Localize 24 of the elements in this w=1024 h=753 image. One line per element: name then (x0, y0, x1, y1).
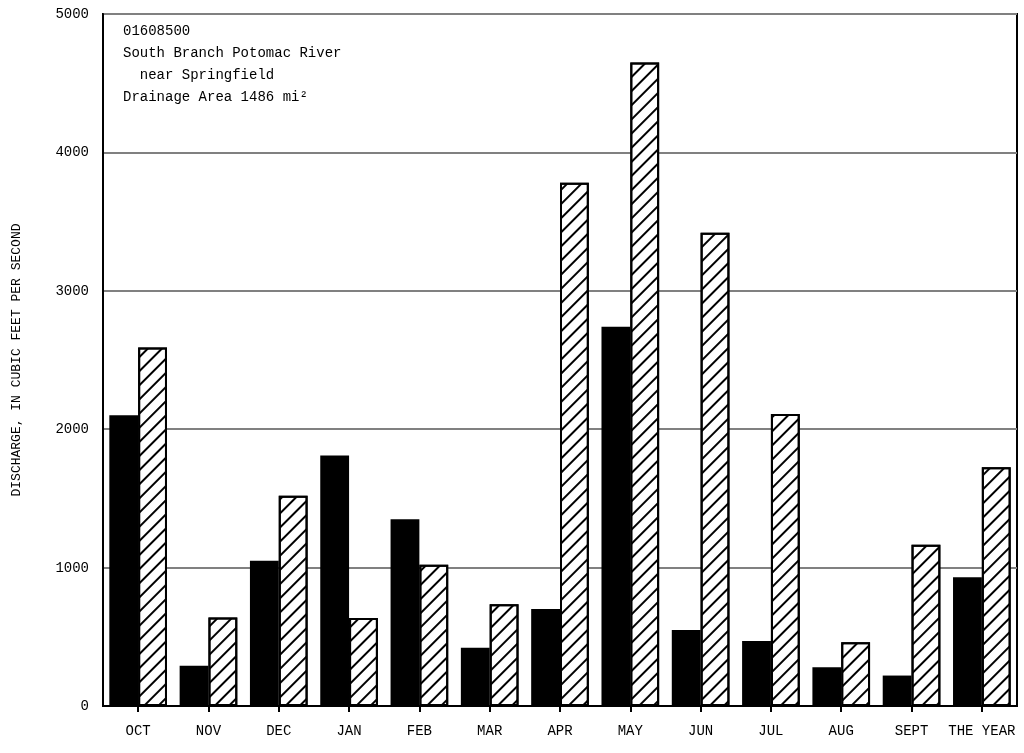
x-tick-label: NOV (195, 723, 222, 739)
x-tick-label: JAN (336, 723, 362, 739)
annotation: 01608500 (123, 23, 191, 39)
annotation: near Springfield (123, 67, 275, 83)
y-tick-label: 5000 (55, 6, 89, 22)
y-axis-title: DISCHARGE, IN CUBIC FEET PER SECOND (9, 223, 24, 497)
x-tick-label: OCT (125, 723, 151, 739)
annotation: Drainage Area 1486 mi² (123, 89, 308, 105)
x-tick-label: SEPT (894, 723, 929, 739)
x-tick-label: JUN (688, 723, 714, 739)
x-tick-label: FEB (406, 723, 432, 739)
y-tick-label: 0 (80, 698, 89, 714)
x-tick-label: APR (547, 723, 574, 739)
x-tick-label: THE YEAR (948, 723, 1017, 739)
y-tick-label: 4000 (55, 144, 89, 161)
x-tick-label: MAY (617, 723, 644, 739)
y-tick-label: 2000 (55, 421, 89, 438)
annotation: South Branch Potomac River (123, 45, 342, 61)
x-tick-label: JUL (758, 723, 784, 739)
y-tick-label: 1000 (55, 559, 89, 576)
x-tick-label: DEC (266, 723, 292, 739)
x-tick-label: AUG (828, 723, 854, 739)
y-tick-label: 3000 (55, 282, 89, 299)
x-tick-label: MAR (477, 723, 503, 739)
